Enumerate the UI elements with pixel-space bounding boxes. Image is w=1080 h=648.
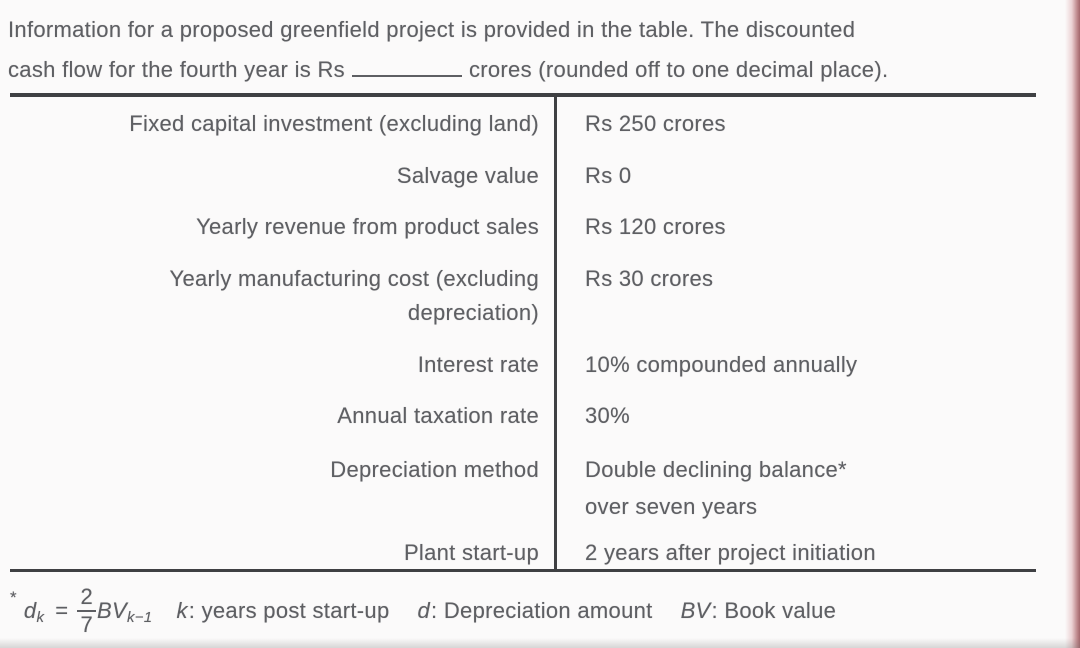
question-line-1: Information for a proposed greenfield pr… (8, 17, 856, 42)
formula-fraction: 2 7 (77, 586, 96, 636)
table-row-manufacturing-cost: Yearly manufacturing cost (excluding dep… (10, 252, 1036, 339)
row-label: Annual taxation rate (10, 390, 557, 441)
row-label: Fixed capital investment (excluding land… (10, 97, 557, 150)
footnote-asterisk: * (10, 588, 17, 607)
formula-bv-symbol: BV (96, 598, 127, 623)
row-label: Yearly revenue from product sales (10, 201, 557, 252)
table-row-interest-rate: Interest rate 10% compounded annually (10, 339, 1036, 390)
formula-equals: = (55, 598, 69, 623)
legend-bv-text: : Book value (711, 598, 837, 623)
question-line-2-before-blank: cash flow for the fourth year is Rs (8, 57, 345, 82)
row-value: 10% compounded annually (585, 351, 858, 377)
table-row-plant-startup: Plant start-up 2 years after project ini… (10, 525, 1036, 569)
legend-d-symbol: d (417, 598, 431, 623)
row-label: Plant start-up (10, 525, 557, 569)
legend-k: k: years post start-up (176, 598, 389, 624)
table-row-salvage-value: Salvage value Rs 0 (10, 150, 1036, 201)
formula-d-subscript: k (36, 608, 45, 626)
table-row-yearly-revenue: Yearly revenue from product sales Rs 120… (10, 201, 1036, 252)
legend-k-symbol: k (176, 598, 188, 623)
question-line-2-after-blank: crores (rounded off to one decimal place… (468, 57, 889, 82)
legend-bv: BV: Book value (681, 598, 837, 624)
scan-edge-line (1065, 0, 1080, 648)
question-line-2: cash flow for the fourth year is Rs crore… (8, 50, 1058, 90)
project-info-table: Fixed capital investment (excluding land… (10, 93, 1036, 572)
fraction-numerator: 2 (77, 586, 96, 612)
row-label: Yearly manufacturing cost (excluding dep… (10, 252, 557, 339)
row-value: Rs 0 (585, 162, 632, 188)
scan-bottom-shadow (0, 638, 1080, 648)
row-value: Rs 30 crores (585, 266, 714, 291)
row-value: Rs 120 crores (585, 213, 726, 239)
table-row-depreciation-method: Depreciation method Double declining bal… (10, 441, 1036, 525)
fraction-denominator: 7 (80, 612, 93, 637)
answer-blank (351, 53, 462, 77)
formula-d-symbol: d (23, 598, 37, 623)
row-label: Salvage value (10, 150, 557, 201)
legend-d-text: : Depreciation amount (431, 598, 653, 623)
row-value: 2 years after project initiation (585, 540, 876, 565)
formula-bv-subscript: k−1 (126, 608, 153, 626)
table-row-fixed-capital: Fixed capital investment (excluding land… (10, 97, 1036, 150)
table-row-taxation-rate: Annual taxation rate 30% (10, 390, 1036, 441)
question-text: Information for a proposed greenfield pr… (8, 10, 1058, 90)
row-label: Interest rate (10, 339, 557, 390)
row-label: Depreciation method (10, 441, 557, 525)
legend-k-text: : years post start-up (188, 598, 390, 623)
legend-d: d: Depreciation amount (417, 598, 652, 624)
row-value: 30% (585, 402, 630, 428)
legend-bv-symbol: BV (680, 598, 711, 623)
row-value: Rs 250 crores (585, 110, 726, 136)
row-value: Double declining balance* over seven yea… (585, 457, 847, 519)
